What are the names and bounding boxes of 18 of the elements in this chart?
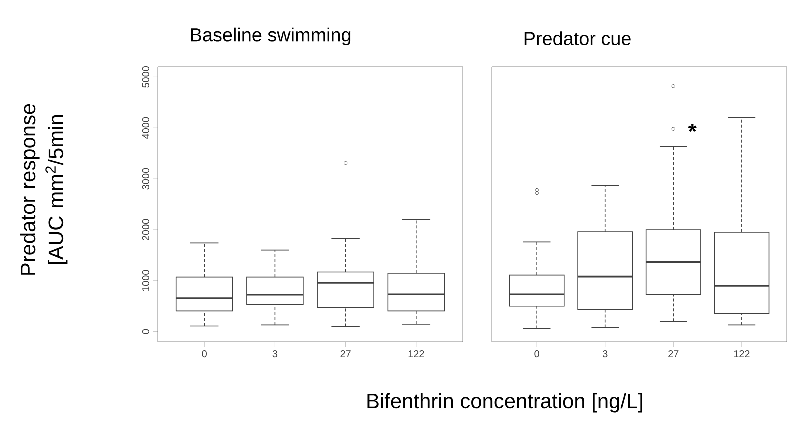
y-tick-label: 0 [142, 329, 150, 334]
x-tick-label: 0 [534, 350, 540, 358]
chart-title: Baseline swimming [191, 28, 351, 46]
x-tick-label: 27 [668, 350, 679, 358]
y-tick-label: 4000 [142, 117, 150, 139]
chart-title: Predator cue [524, 32, 631, 46]
x-tick-label: 122 [734, 350, 750, 358]
y-tick-label: 5000 [142, 66, 150, 88]
x-tick-label: 3 [602, 350, 608, 358]
x-axis-title: Bifenthrin concentration [ng/L] [368, 393, 642, 413]
x-tick-label: 3 [272, 350, 278, 358]
y-tick-label: 1000 [142, 270, 150, 292]
y-tick-label: 2000 [142, 219, 150, 241]
y-tick-label: 3000 [142, 168, 150, 190]
annotation: * [688, 124, 697, 132]
x-tick-label: 0 [202, 350, 207, 358]
x-tick-label: 27 [340, 350, 351, 358]
x-tick-label: 122 [408, 350, 424, 358]
